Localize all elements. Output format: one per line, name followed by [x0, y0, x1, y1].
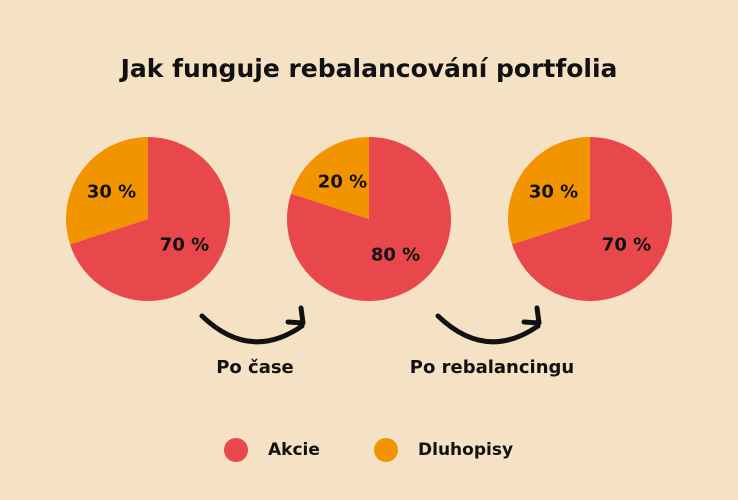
value-label: 30 % — [529, 181, 578, 202]
legend-label: Dluhopisy — [418, 440, 513, 460]
legend-swatch — [224, 438, 248, 462]
arrow — [435, 313, 541, 345]
legend-swatch — [374, 438, 398, 462]
pie-slice — [291, 137, 369, 219]
arrow-head — [285, 305, 306, 326]
pie-slice — [287, 137, 452, 301]
arrow — [199, 313, 305, 345]
title: Jak funguje rebalancování portfolia — [119, 54, 618, 83]
pie-slice — [70, 137, 231, 301]
value-label: 80 % — [371, 244, 420, 265]
pie-slice — [512, 137, 672, 301]
pie-slice — [66, 137, 148, 245]
arrows — [199, 305, 542, 345]
value-label: 20 % — [318, 172, 367, 193]
step-label: Po čase — [216, 357, 294, 378]
value-label: 70 % — [602, 235, 651, 256]
arrow-head — [521, 305, 542, 326]
legend-label: Akcie — [268, 440, 320, 460]
value-label: 30 % — [87, 181, 136, 202]
pie-slice — [508, 137, 590, 245]
value-label: 70 % — [160, 235, 209, 256]
step-label: Po rebalancingu — [410, 357, 574, 378]
